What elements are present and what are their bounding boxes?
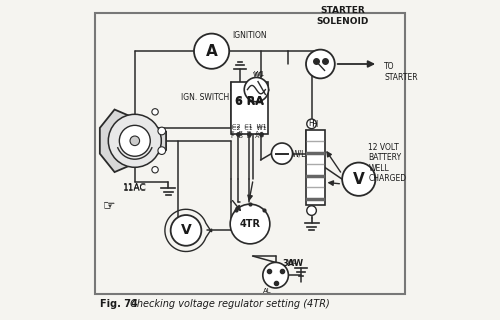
Circle shape <box>272 143 292 164</box>
Text: C2  C1  W1: C2 C1 W1 <box>232 125 266 131</box>
Text: C2  C1  W1: C2 C1 W1 <box>232 124 266 129</box>
Circle shape <box>307 119 316 129</box>
Circle shape <box>158 147 166 155</box>
Circle shape <box>230 204 270 244</box>
Circle shape <box>194 34 229 69</box>
Circle shape <box>244 77 268 102</box>
Text: V: V <box>353 172 364 187</box>
Text: STARTER
SOLENOID: STARTER SOLENOID <box>316 6 369 26</box>
Text: H: H <box>311 120 317 129</box>
Text: 6 RA: 6 RA <box>234 96 264 106</box>
Text: Checking voltage regulator setting (4TR): Checking voltage regulator setting (4TR) <box>127 299 330 309</box>
Text: F  B  B  A+: F B B A+ <box>231 131 264 136</box>
Circle shape <box>130 136 140 146</box>
Text: 3AW: 3AW <box>282 260 303 268</box>
Text: IGN. SWITCH: IGN. SWITCH <box>181 93 229 102</box>
Text: TO
STARTER: TO STARTER <box>384 62 418 82</box>
Text: Fig. 74: Fig. 74 <box>100 299 138 309</box>
Circle shape <box>120 125 150 156</box>
Text: ☞: ☞ <box>103 198 116 212</box>
Text: V: V <box>180 223 192 237</box>
Circle shape <box>170 215 202 246</box>
Circle shape <box>158 127 166 135</box>
Bar <box>306 130 324 205</box>
Polygon shape <box>100 109 166 172</box>
Bar <box>231 82 268 134</box>
Text: 11AC: 11AC <box>123 184 146 193</box>
Circle shape <box>152 166 158 173</box>
Text: W/L: W/L <box>292 149 306 158</box>
Text: 6 RA: 6 RA <box>235 97 264 107</box>
Text: 12 VOLT
BATTERY
WELL
CHARGED: 12 VOLT BATTERY WELL CHARGED <box>368 143 406 183</box>
Text: F  B  B  A+: F B B A+ <box>231 134 264 139</box>
Circle shape <box>342 163 376 196</box>
Text: W1: W1 <box>254 71 266 77</box>
Circle shape <box>306 50 335 78</box>
Text: ☞: ☞ <box>103 198 116 212</box>
Circle shape <box>307 206 316 215</box>
Text: AL: AL <box>264 288 272 294</box>
Text: H: H <box>308 119 314 128</box>
Text: 4TR: 4TR <box>240 219 260 229</box>
Circle shape <box>108 114 162 167</box>
Text: 11AC: 11AC <box>123 183 146 192</box>
Text: IGNITION: IGNITION <box>232 31 267 40</box>
Bar <box>95 13 405 294</box>
Text: W1: W1 <box>252 72 264 78</box>
Circle shape <box>152 109 158 115</box>
Text: WL: WL <box>287 259 298 265</box>
Circle shape <box>263 262 288 288</box>
Text: A: A <box>206 44 218 59</box>
